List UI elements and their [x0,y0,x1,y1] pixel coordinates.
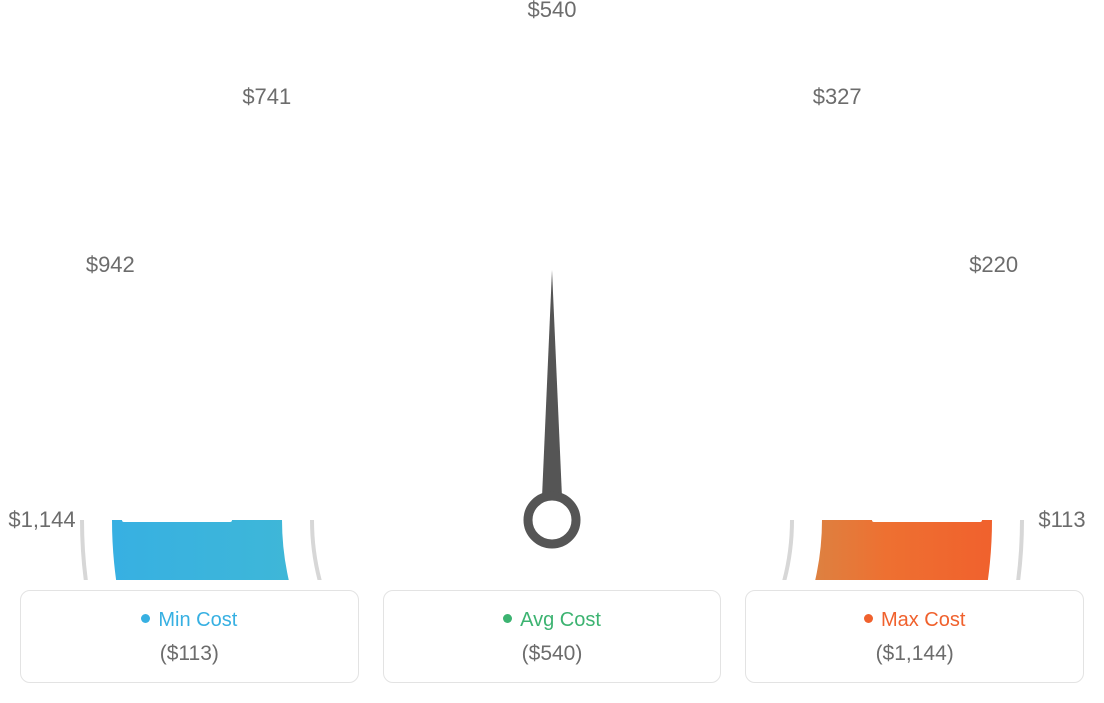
legend-title-min: Min Cost [31,609,348,632]
gauge-svg [20,20,1084,580]
cost-gauge-chart: $113$220$327$540$741$942$1,144 Min Cost … [20,20,1084,683]
legend-card-avg: Avg Cost ($540) [383,590,722,683]
gauge-tick-label: $741 [242,84,291,110]
legend-title-max: Max Cost [756,609,1073,632]
legend-dot-avg [503,614,512,623]
legend-title-max-text: Max Cost [881,609,965,631]
legend-value-min: ($113) [31,642,348,666]
legend-row: Min Cost ($113) Avg Cost ($540) Max Cost… [20,590,1084,683]
gauge-tick-label: $220 [969,252,1018,278]
gauge-tick-label: $327 [813,84,862,110]
legend-title-avg-text: Avg Cost [520,609,601,631]
gauge-tick-label: $1,144 [8,507,75,533]
legend-dot-min [141,614,150,623]
legend-title-min-text: Min Cost [158,609,237,631]
gauge-tick-label: $942 [86,252,135,278]
legend-card-max: Max Cost ($1,144) [745,590,1084,683]
gauge-tick-label: $540 [528,0,577,23]
legend-title-avg: Avg Cost [394,609,711,632]
legend-dot-max [864,614,873,623]
gauge-area: $113$220$327$540$741$942$1,144 [20,20,1084,580]
legend-value-max: ($1,144) [756,642,1073,666]
legend-value-avg: ($540) [394,642,711,666]
legend-card-min: Min Cost ($113) [20,590,359,683]
gauge-tick-label: $113 [1038,507,1085,533]
